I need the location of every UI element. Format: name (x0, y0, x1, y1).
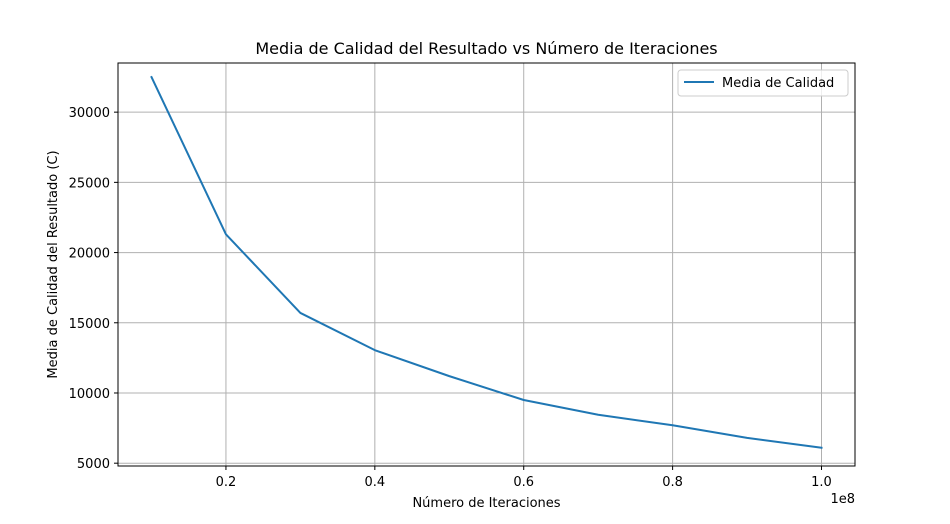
series-group (150, 75, 823, 449)
y-tick-label: 30000 (69, 106, 110, 121)
y-tick-label: 15000 (69, 317, 110, 332)
legend: Media de Calidad (677, 69, 849, 97)
y-tick-label: 10000 (69, 387, 110, 402)
y-axis-label: Media de Calidad del Resultado (C) (46, 150, 61, 378)
series-line (150, 75, 823, 449)
grid-lines (118, 63, 855, 466)
legend-box (677, 69, 849, 97)
chart-title: Media de Calidad del Resultado vs Número… (255, 39, 717, 58)
y-tick-label: 5000 (77, 457, 110, 472)
plot-area-frame (117, 62, 856, 467)
x-tick-label: 0.8 (662, 475, 683, 490)
y-axis-ticks: 5000 10000 15000 20000 25000 30000 (69, 106, 118, 472)
x-tick-label: 0.2 (216, 475, 237, 490)
x-axis-offset-label: 1e8 (830, 492, 855, 507)
y-tick-label: 25000 (69, 176, 110, 191)
x-axis-label: Número de Iteraciones (412, 496, 560, 511)
x-tick-label: 0.6 (513, 475, 534, 490)
legend-label: Media de Calidad (722, 76, 834, 91)
y-tick-label: 20000 (69, 247, 110, 262)
x-tick-label: 1.0 (811, 475, 832, 490)
x-axis-ticks: 0.2 0.4 0.6 0.8 1.0 (216, 466, 832, 490)
x-tick-label: 0.4 (364, 475, 385, 490)
